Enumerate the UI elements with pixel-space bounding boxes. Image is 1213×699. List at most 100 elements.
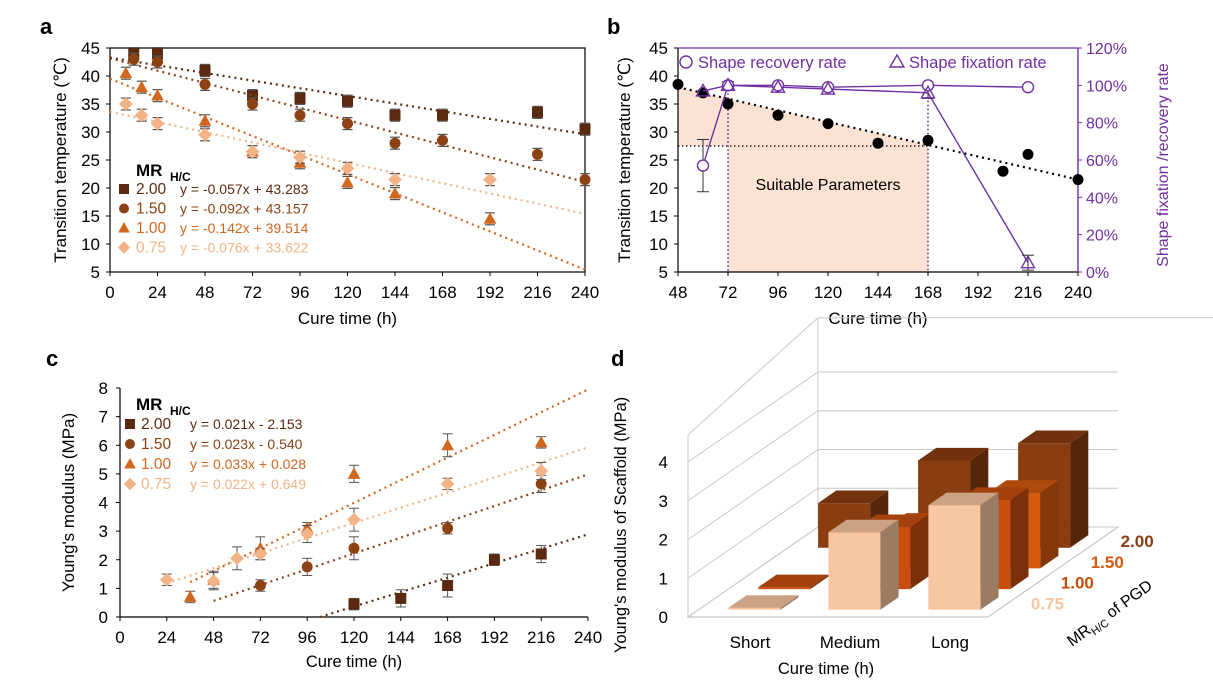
z-axis-label: Young's modulus of Scaffold (MPa) [612, 397, 630, 653]
data-point [442, 522, 454, 534]
y-tick-label: 5 [91, 263, 100, 282]
bar [928, 492, 999, 610]
panel-b: b Suitable Parameters 48 72 96 120 144 168 192 21… [607, 14, 1172, 328]
panel-a: a 0 24 48 72 96 120 144 168 192 216 240 5 10 15 20 25 30 3… [40, 14, 599, 328]
legend-name: 1.00 [136, 220, 167, 237]
y-tick-label: 3 [99, 522, 108, 541]
fixation-point [770, 79, 786, 93]
data-point [437, 109, 448, 121]
plot-frame [109, 47, 586, 273]
x-tick-label: 168 [914, 283, 942, 302]
data-point [535, 478, 547, 490]
legend-marker [123, 477, 137, 491]
x-tick-label: 216 [1014, 283, 1042, 302]
x-tick-label: 216 [527, 628, 555, 647]
data-point [441, 438, 454, 451]
data-point [341, 175, 354, 188]
trendline [677, 86, 1079, 181]
data-point [128, 53, 140, 65]
row-label: 1.00 [1061, 574, 1094, 593]
data-point [532, 106, 543, 118]
panel-c: c 0 24 48 72 96 120 144 168 192 216 240 0 1 2 3 4 5 6 7 8 Cur… [46, 346, 602, 671]
grid-side [687, 449, 819, 540]
trendline [213, 473, 589, 602]
x-tick-label: 48 [204, 628, 223, 647]
x-axis-label: Cure time (h) [298, 309, 397, 328]
temperature-point [822, 118, 834, 130]
y-tick-label: 15 [81, 207, 100, 226]
y-tick-label: 35 [649, 95, 668, 114]
x-tick-label: 120 [814, 283, 842, 302]
y2-tick-label: 20% [1086, 228, 1118, 245]
y-tick-label: 1 [99, 579, 108, 598]
data-point [247, 98, 258, 110]
depth-label-tail: of PGD [1100, 577, 1156, 624]
category-label: Medium [820, 633, 880, 652]
y2-axis-label: Shape fixation /recovery rate [1155, 63, 1172, 267]
y-tick-label: 25 [81, 151, 100, 170]
data-point [183, 590, 197, 602]
depth-label-main: MR [1064, 622, 1094, 650]
data-point [152, 56, 163, 68]
legend-name: 1.00 [141, 456, 172, 473]
panel-label-b: b [607, 14, 620, 39]
data-point [152, 48, 163, 60]
data-point [134, 108, 149, 123]
panel-label-a: a [40, 14, 53, 39]
data-point [340, 161, 355, 176]
y-tick-label: 10 [649, 235, 668, 254]
y-axis-label: Transition temperature (℃) [615, 57, 634, 263]
data-point [395, 592, 407, 604]
x-tick-label: 168 [428, 283, 456, 302]
x-tick-label: 240 [1064, 283, 1092, 302]
legend-subscript: H/C [170, 404, 191, 418]
x-tick-label: 192 [476, 283, 504, 302]
x-tick-label: 120 [340, 628, 368, 647]
y-tick-label: 8 [99, 379, 108, 398]
data-point [389, 109, 401, 121]
data-point [579, 123, 591, 135]
x-tick-label: 240 [574, 628, 602, 647]
legend-recovery-marker [679, 55, 693, 69]
x-tick-label: 0 [115, 628, 124, 647]
data-point [440, 477, 455, 491]
temperature-point [722, 98, 734, 110]
data-point [342, 95, 353, 107]
fixation-point [720, 77, 736, 92]
data-point [135, 80, 148, 93]
temperature-point [672, 78, 684, 90]
data-point [198, 114, 212, 126]
y-tick-label: 5 [659, 263, 668, 282]
data-point [159, 572, 174, 587]
x-axis-label: Cure time (h) [306, 653, 402, 671]
x-tick-label: 144 [864, 283, 892, 302]
y2-tick-label: 80% [1086, 116, 1118, 133]
data-point [199, 78, 211, 90]
data-point [198, 127, 212, 142]
y-tick-label: 4 [99, 494, 108, 513]
z-tick-label: 4 [659, 453, 668, 472]
legend-marker [124, 458, 136, 469]
x-tick-label: 24 [157, 628, 176, 647]
data-point [388, 172, 402, 187]
x-tick-label: 96 [291, 283, 310, 302]
y2-tick-label: 100% [1086, 78, 1127, 95]
bar-top [828, 519, 899, 533]
row-label: 1.50 [1091, 553, 1124, 572]
y-tick-label: 5 [99, 465, 108, 484]
legend-recovery: Shape recovery rate [698, 54, 847, 72]
legend-name: 2.00 [136, 181, 167, 198]
legend-subscript: H/C [170, 170, 191, 184]
x-tick-label: 72 [243, 283, 262, 302]
x-tick-label: 72 [251, 628, 270, 647]
grid-side [687, 371, 819, 463]
y-tick-label: 7 [99, 408, 108, 427]
trendline [109, 57, 586, 184]
legend-marker [117, 241, 131, 254]
bar-front [828, 532, 881, 610]
bar-top [928, 492, 999, 506]
fixation-point [820, 81, 836, 95]
bar-top [918, 447, 989, 461]
temperature-point [872, 137, 884, 149]
bar-front [758, 587, 811, 590]
